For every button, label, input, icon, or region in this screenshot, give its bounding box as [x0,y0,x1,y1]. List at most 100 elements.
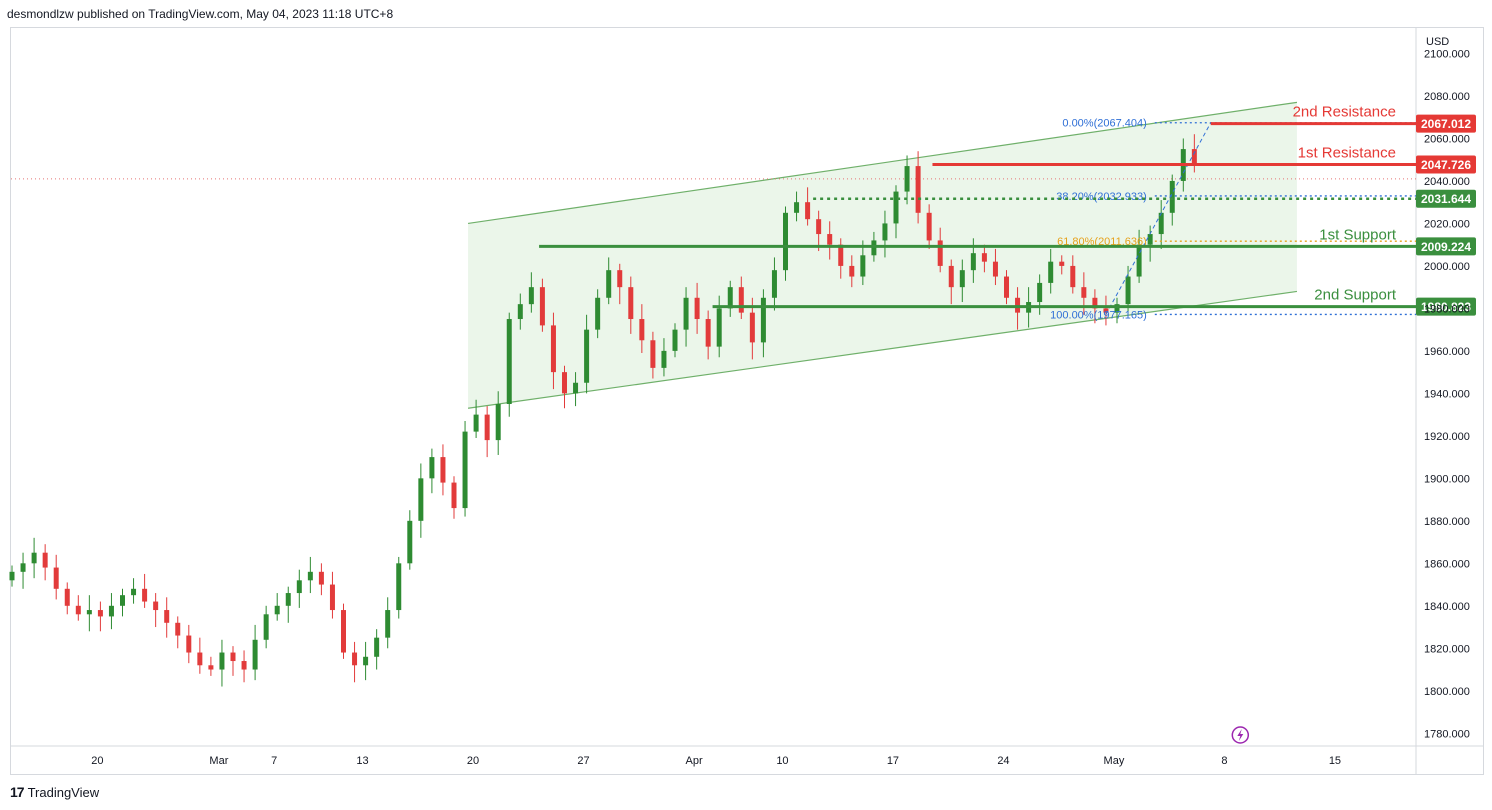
candle-body [352,652,358,666]
candle-body [252,639,258,670]
footer[interactable]: 17 TradingView [10,784,99,800]
candle-body [175,622,181,636]
candle-body [805,202,811,220]
candle-body [53,567,59,589]
candle-body [1070,265,1076,288]
x-tick-label: May [1104,755,1125,767]
candle-body [937,240,943,266]
candle-body [86,610,92,615]
candle-body [164,610,170,623]
candle-body [473,414,479,432]
x-tick-label: 7 [271,755,277,767]
candle-body [550,325,556,373]
y-tick-label: 2040.000 [1424,176,1470,188]
y-tick-label: 2060.000 [1424,133,1470,145]
candle-body [1191,149,1197,164]
y-tick-label: 1840.000 [1424,601,1470,613]
x-tick-label: 20 [91,755,103,767]
x-tick-label: 13 [356,755,368,767]
candle-body [595,297,601,330]
candle-body [959,270,965,288]
y-tick-label: 1880.000 [1424,516,1470,528]
y-tick-label: 1780.000 [1424,728,1470,740]
price-tag [1416,189,1476,208]
price-tag [1416,297,1476,316]
y-tick-label: 2020.000 [1424,218,1470,230]
price-tag [1416,155,1476,174]
x-tick-label: 27 [577,755,589,767]
candle-body [440,457,446,483]
level-label: 2nd Resistance [1293,104,1396,121]
candle-body [1048,261,1054,283]
channel-lower-line [467,290,1298,409]
candle-body [639,319,645,341]
candle-body [716,308,722,347]
y-axis: 2067.012 2047.726 2031.644 2009.224 1980.823… [1416,36,1476,740]
candle-body [849,265,855,277]
publish-header: desmondlzw published on TradingView.com,… [7,7,394,21]
tradingview-logo-icon: 17 [10,784,25,800]
candle-body [1004,276,1009,298]
candle-body [42,552,48,568]
candle-body [827,234,833,245]
y-tick-label: 2100.000 [1424,48,1470,60]
candle-body [1125,276,1131,305]
candle-body [749,312,755,343]
candle-body [672,329,678,351]
price-tag-label: 1980.823 [1421,300,1471,314]
candle-body [783,212,788,271]
fib-level-label: 0.00%(2067.404) [1062,118,1146,130]
candle-body [904,166,910,192]
candle-body [760,297,766,343]
chart-frame[interactable] [10,27,1484,775]
candle-body [838,244,844,266]
x-axis: 20 Mar 7 13 20 27 Apr 10 17 24 May 8 15 [91,726,1341,767]
fib-level-label: 38.20%(2032.933) [1056,191,1147,203]
candle-body [230,652,236,662]
candle-body [628,287,634,320]
candle-body [186,635,192,653]
candle-body [871,240,877,256]
y-tick-label: 1960.000 [1424,346,1470,358]
lightning-bolt-icon [1237,729,1244,741]
price-tag-label: 2047.726 [1421,158,1471,172]
candle-body [573,382,579,394]
candle-body [650,340,656,368]
candle-body [407,520,413,564]
candle-body [75,605,81,615]
candle-body [274,605,280,615]
candle-body [683,297,689,330]
candle-body [120,595,125,606]
candle-body [1103,308,1109,313]
y-tick-label: 1860.000 [1424,558,1470,570]
candle-body [451,482,457,509]
candle-body [363,656,369,666]
candle-body [64,588,70,606]
candle-body [374,637,380,657]
candle-body [484,414,490,441]
candle-body [108,605,114,617]
price-tag-label: 2031.644 [1421,192,1471,206]
x-tick-label: Apr [685,755,702,767]
candle-body [1169,180,1175,213]
x-tick-label: 20 [467,755,479,767]
candle-body [208,665,214,670]
candle-body [1092,297,1098,309]
candle-body [1114,304,1120,313]
candle-body [307,571,313,581]
price-tag [1416,114,1476,133]
level-label: 1st Resistance [1298,145,1396,162]
channel-layer [467,101,1298,409]
candle-body [584,329,590,383]
currency-label: USD [1426,36,1449,48]
candle-body [153,601,159,611]
candle-body [517,304,523,320]
x-tick-label: 15 [1329,755,1341,767]
candle-body [617,270,623,288]
candle-body [1136,244,1142,277]
candle-body [926,212,932,241]
candle-body [562,372,567,394]
candle-body [318,571,324,585]
x-tick-label: 8 [1221,755,1227,767]
